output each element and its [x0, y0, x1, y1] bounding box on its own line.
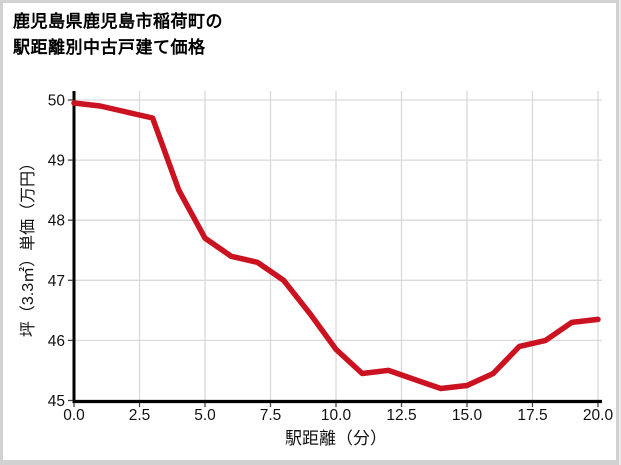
y-tick-label: 50 — [48, 93, 66, 110]
x-tick-label: 15.0 — [452, 407, 483, 424]
y-tick-label: 46 — [48, 333, 65, 350]
y-tick-label: 47 — [48, 273, 65, 290]
y-axis-label: 坪（3.3㎡）単価（万円） — [19, 155, 37, 337]
chart-title: 鹿児島県鹿児島市稲荷町の 駅距離別中古戸建て価格 — [13, 9, 223, 61]
price-line — [71, 100, 601, 392]
x-tick-label: 10.0 — [321, 407, 352, 424]
chart-title-line2: 駅距離別中古戸建て価格 — [13, 38, 206, 57]
x-axis-label: 駅距離（分） — [285, 429, 387, 448]
x-tick-label: 20.0 — [583, 407, 614, 424]
x-tick-label: 0.0 — [63, 407, 85, 424]
chart-title-line1: 鹿児島県鹿児島市稲荷町の — [13, 12, 223, 31]
x-tick-label: 17.5 — [517, 407, 547, 424]
y-tick-label: 49 — [48, 153, 65, 170]
price-line-chart: 0.0 2.5 5.0 7.5 10.0 12.5 15.0 17.5 20.0 45 46 47 48… — [19, 91, 614, 448]
x-tick-label: 7.5 — [260, 407, 282, 424]
y-tick-label: 45 — [48, 393, 65, 410]
y-tick-label: 48 — [48, 213, 65, 230]
x-tick-label: 12.5 — [386, 407, 416, 424]
x-tick-label: 5.0 — [194, 407, 216, 424]
x-tick-label: 2.5 — [129, 407, 151, 424]
